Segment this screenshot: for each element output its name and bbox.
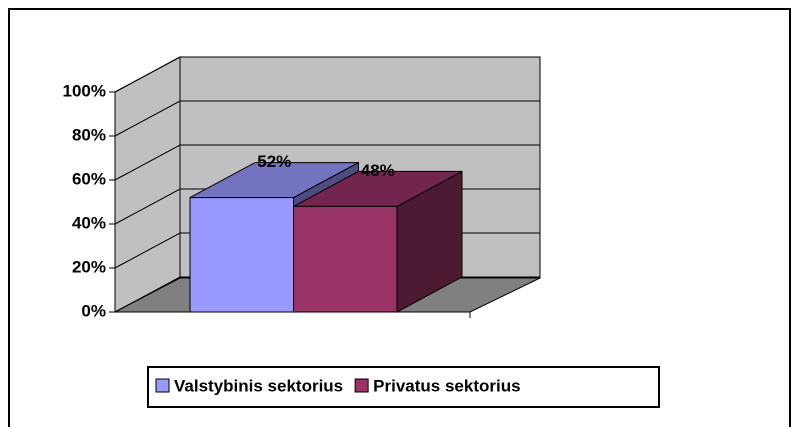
grid-line <box>114 144 540 181</box>
side-wall <box>114 56 181 313</box>
legend-swatch <box>155 378 170 393</box>
y-tick-label: 20% <box>72 257 106 276</box>
grid-line <box>114 100 540 137</box>
bar <box>293 205 398 313</box>
data-label: 48% <box>361 161 395 180</box>
grid-line <box>114 56 540 93</box>
legend-label: Privatus sektorius <box>373 376 520 395</box>
legend-swatch <box>354 378 369 393</box>
y-tick-label: 100% <box>63 81 106 100</box>
y-tick-label: 60% <box>72 169 106 188</box>
y-tick-label: 80% <box>72 125 106 144</box>
legend <box>147 366 660 408</box>
data-label: 52% <box>257 152 291 171</box>
bar <box>189 197 294 313</box>
legend-label: Valstybinis sektorius <box>174 376 343 395</box>
y-tick-label: 0% <box>81 301 106 320</box>
y-tick-label: 40% <box>72 213 106 232</box>
